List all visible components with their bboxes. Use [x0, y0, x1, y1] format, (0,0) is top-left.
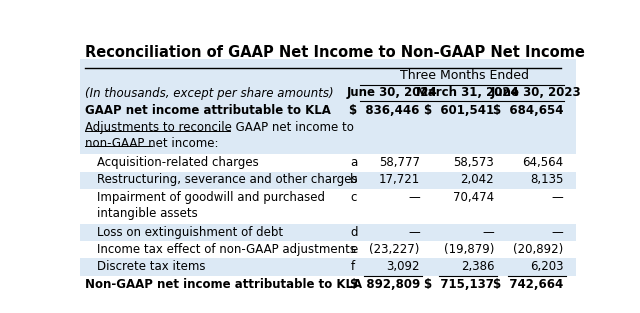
Text: 58,573: 58,573	[453, 156, 494, 169]
Text: d: d	[350, 226, 358, 239]
Text: $  684,654: $ 684,654	[493, 104, 564, 117]
Text: Loss on extinguishment of debt: Loss on extinguishment of debt	[97, 226, 284, 239]
Text: $  836,446: $ 836,446	[349, 104, 420, 117]
Text: 64,564: 64,564	[522, 156, 564, 169]
Text: (19,879): (19,879)	[444, 243, 494, 256]
Text: Non-GAAP net income attributable to KLA: Non-GAAP net income attributable to KLA	[85, 278, 362, 290]
Text: (23,227): (23,227)	[369, 243, 420, 256]
Bar	[80, 172, 576, 189]
Text: Three Months Ended: Three Months Ended	[400, 69, 529, 82]
Text: f: f	[350, 260, 355, 273]
Text: Reconciliation of GAAP Net Income to Non-GAAP Net Income: Reconciliation of GAAP Net Income to Non…	[85, 45, 585, 60]
Text: $  715,137: $ 715,137	[424, 278, 494, 290]
Text: GAAP net income attributable to KLA: GAAP net income attributable to KLA	[85, 104, 331, 117]
Text: Discrete tax items: Discrete tax items	[97, 260, 206, 273]
Bar	[80, 59, 576, 102]
Text: c: c	[350, 191, 356, 204]
Bar	[80, 223, 576, 241]
Text: 2,386: 2,386	[461, 260, 494, 273]
Bar	[80, 258, 576, 276]
Text: Adjustments to reconcile GAAP net income to
non-GAAP net income:: Adjustments to reconcile GAAP net income…	[85, 121, 354, 151]
Text: (20,892): (20,892)	[513, 243, 564, 256]
Text: Impairment of goodwill and purchased
intangible assets: Impairment of goodwill and purchased int…	[97, 191, 325, 220]
Text: Restructuring, severance and other charges: Restructuring, severance and other charg…	[97, 173, 358, 187]
Text: 6,203: 6,203	[530, 260, 564, 273]
Text: a: a	[350, 156, 358, 169]
Text: —: —	[552, 191, 564, 204]
Text: $  892,809: $ 892,809	[349, 278, 420, 290]
Text: 2,042: 2,042	[461, 173, 494, 187]
Text: $  742,664: $ 742,664	[493, 278, 564, 290]
Text: 17,721: 17,721	[378, 173, 420, 187]
Text: $  601,541: $ 601,541	[424, 104, 494, 117]
Text: 8,135: 8,135	[530, 173, 564, 187]
Text: —: —	[552, 226, 564, 239]
Text: Acquisition-related charges: Acquisition-related charges	[97, 156, 259, 169]
Text: b: b	[350, 173, 358, 187]
Text: Income tax effect of non-GAAP adjustments: Income tax effect of non-GAAP adjustment…	[97, 243, 356, 256]
Text: —: —	[408, 226, 420, 239]
Bar	[80, 102, 576, 120]
Text: —: —	[408, 191, 420, 204]
Text: June 30, 2023: June 30, 2023	[491, 86, 582, 99]
Text: —: —	[483, 226, 494, 239]
Text: June 30, 2024: June 30, 2024	[347, 86, 438, 99]
Text: March 31, 2024: March 31, 2024	[415, 86, 518, 99]
Text: (In thousands, except per share amounts): (In thousands, except per share amounts)	[85, 87, 333, 100]
Bar	[80, 120, 576, 154]
Text: e: e	[350, 243, 358, 256]
Text: 70,474: 70,474	[453, 191, 494, 204]
Text: 58,777: 58,777	[379, 156, 420, 169]
Text: 3,092: 3,092	[387, 260, 420, 273]
